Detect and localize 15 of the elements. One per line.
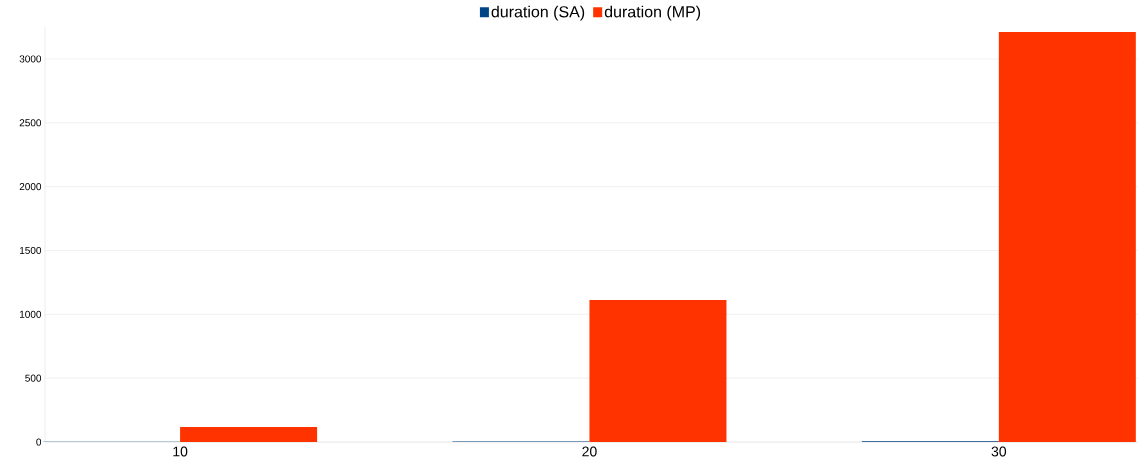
y-tick-label: 2500 bbox=[19, 119, 42, 127]
y-tick-label: 0 bbox=[36, 438, 42, 446]
y-tick-label: 1500 bbox=[19, 246, 42, 254]
x-tick-label: 30 bbox=[991, 446, 1007, 457]
y-tick-label: 3000 bbox=[19, 55, 42, 63]
bar bbox=[998, 31, 1136, 442]
x-tick-label: 20 bbox=[582, 446, 597, 457]
bar bbox=[180, 427, 318, 442]
x-tick-label: 10 bbox=[173, 446, 188, 457]
y-tick-label: 2000 bbox=[19, 183, 42, 191]
y-tick-label: 500 bbox=[25, 374, 42, 382]
bar bbox=[589, 299, 727, 442]
legend-label: duration (MP) bbox=[604, 5, 701, 21]
legend-label: duration (SA) bbox=[491, 5, 585, 21]
y-tick-label: 1000 bbox=[19, 310, 42, 318]
